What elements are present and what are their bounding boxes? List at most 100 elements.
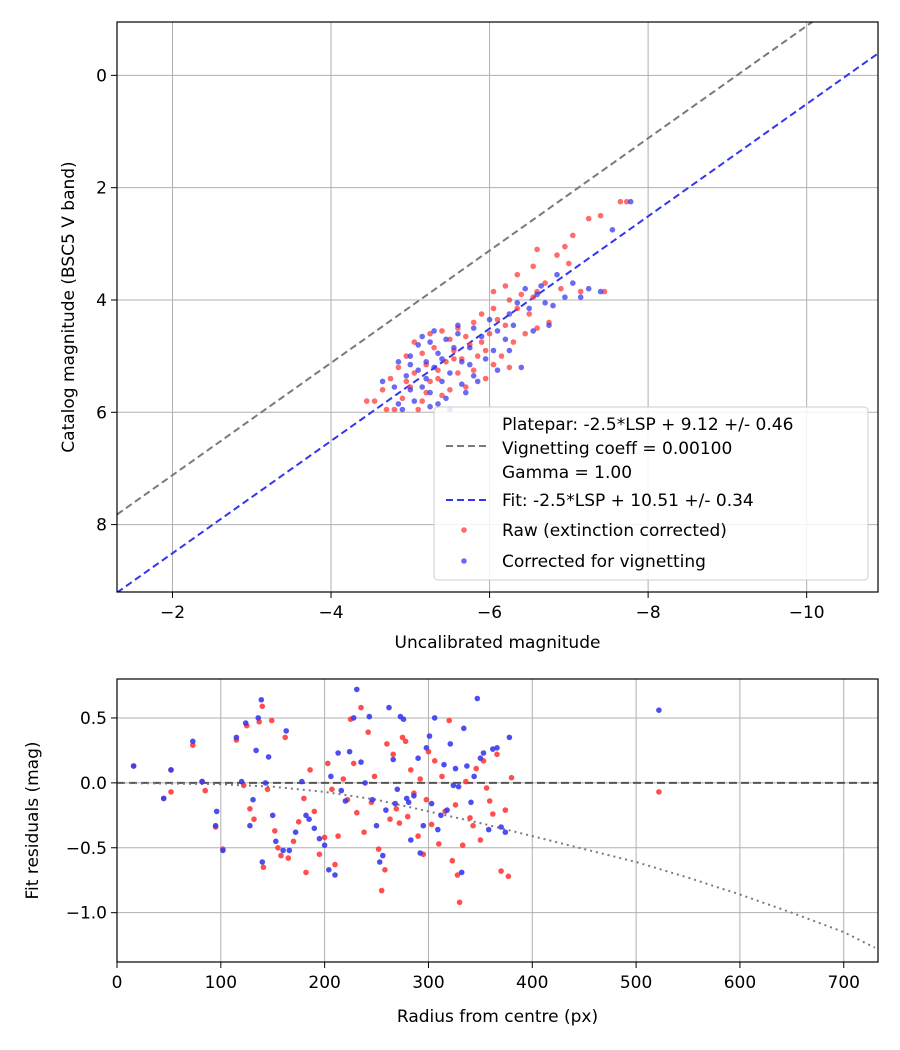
- scatter-point: [447, 387, 453, 393]
- scatter-point: [477, 755, 484, 761]
- scatter-point: [363, 398, 370, 404]
- scatter-point: [518, 364, 525, 371]
- vignetting-model-curve: [117, 781, 876, 949]
- y-tick-label: −1.0: [66, 904, 107, 924]
- scatter-point: [268, 717, 275, 724]
- scatter-point: [458, 869, 465, 876]
- scatter-point: [299, 778, 305, 785]
- scatter-point: [395, 364, 402, 371]
- scatter-point: [273, 838, 279, 845]
- scatter-point: [474, 695, 481, 702]
- scatter-point: [455, 370, 461, 376]
- scatter-point: [510, 339, 517, 345]
- legend-label: Gamma = 1.00: [502, 463, 632, 483]
- scatter-point: [502, 807, 509, 813]
- scatter-point: [335, 750, 341, 756]
- scatter-point: [494, 328, 501, 334]
- scatter-point: [303, 812, 309, 819]
- scatter-point: [627, 198, 634, 205]
- scatter-point: [350, 760, 357, 767]
- scatter-point: [597, 212, 604, 219]
- scatter-point: [407, 387, 414, 393]
- scatter-point: [562, 294, 568, 301]
- scatter-point: [311, 808, 318, 815]
- scatter-point: [463, 384, 469, 390]
- scatter-point: [428, 800, 435, 807]
- scatter-point: [380, 852, 386, 859]
- scatter-point: [482, 356, 489, 362]
- scatter-point: [494, 367, 501, 374]
- scatter-point: [470, 319, 477, 326]
- scatter-point: [617, 198, 624, 205]
- scatter-point: [502, 336, 509, 343]
- scatter-point: [375, 846, 382, 852]
- scatter-point: [490, 811, 496, 817]
- scatter-point: [530, 294, 536, 301]
- x-tick-label: −10: [789, 603, 825, 623]
- scatter-point: [439, 378, 445, 385]
- scatter-point: [190, 742, 196, 748]
- scatter-point: [290, 838, 297, 845]
- scatter-point: [477, 837, 484, 843]
- scatter-point: [420, 822, 427, 829]
- scatter-point: [361, 829, 367, 835]
- scatter-point: [400, 716, 407, 722]
- scatter-point: [260, 864, 267, 870]
- scatter-point: [447, 741, 454, 747]
- legend: Platepar: -2.5*LSP + 9.12 +/- 0.46 Vignet…: [433, 406, 869, 581]
- scatter-point: [530, 263, 536, 270]
- axes-frame: [116, 21, 879, 593]
- legend-marker-swatch: [461, 558, 467, 564]
- scatter-point: [326, 867, 332, 873]
- scatter-point: [459, 381, 465, 388]
- scatter-point: [449, 857, 456, 864]
- scatter-point: [570, 280, 576, 286]
- scatter-point: [426, 733, 433, 739]
- scatter-point: [411, 793, 417, 799]
- scatter-point: [408, 767, 414, 773]
- legend-entry: Corrected for vignetting: [461, 552, 706, 572]
- scatter-point: [259, 703, 266, 710]
- scatter-point: [417, 850, 424, 856]
- scatter-point: [447, 370, 453, 376]
- scatter-point: [354, 809, 360, 816]
- scatter-point: [435, 367, 441, 374]
- scatter-point: [265, 754, 272, 760]
- scatter-point: [498, 353, 505, 359]
- scatter-point: [295, 819, 302, 825]
- scatter-point: [415, 755, 421, 761]
- scatter-point: [283, 728, 290, 734]
- x-tick-label: −2: [160, 603, 185, 623]
- scatter-point: [395, 359, 402, 365]
- scatter-point: [394, 786, 401, 793]
- scatter-point: [435, 350, 441, 357]
- scatter-point: [456, 899, 463, 906]
- scatter-point: [490, 305, 497, 312]
- scatter-point: [427, 389, 433, 396]
- scatter-point: [538, 283, 544, 289]
- scatter-point: [526, 305, 532, 312]
- scatter-point: [369, 796, 376, 803]
- scatter-point: [506, 364, 513, 371]
- scatter-point: [306, 816, 312, 822]
- scatter-point: [514, 305, 521, 312]
- scatter-point: [467, 815, 473, 821]
- scatter-point: [403, 373, 410, 379]
- scatter-point: [202, 787, 208, 794]
- scatter-point: [332, 861, 338, 868]
- scatter-point: [597, 288, 604, 295]
- scatter-point: [463, 778, 469, 785]
- scatter-point: [452, 765, 459, 772]
- x-tick-label: 500: [620, 973, 652, 993]
- scatter-point: [415, 833, 421, 839]
- scatter-point: [278, 852, 284, 859]
- platepar-line: [117, 22, 814, 516]
- scatter-point: [415, 406, 422, 413]
- scatter-point: [328, 773, 334, 780]
- scatter-point: [502, 322, 509, 329]
- y-tick-label: 2: [96, 179, 107, 199]
- scatter-point: [382, 867, 388, 873]
- scatter-point: [534, 325, 540, 331]
- scatter-point: [255, 715, 261, 721]
- scatter-point: [467, 361, 473, 368]
